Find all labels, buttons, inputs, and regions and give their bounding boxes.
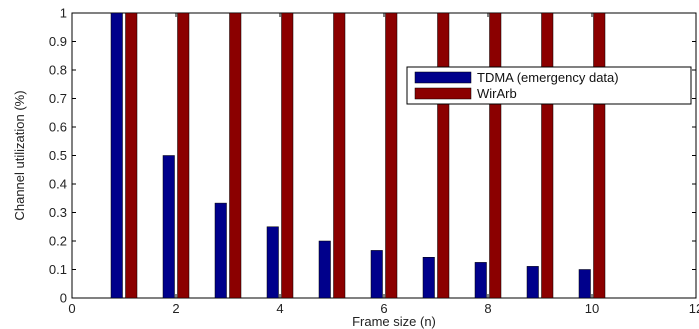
bar-tdma-9 bbox=[526, 266, 539, 299]
bar-wirarb-1 bbox=[125, 12, 138, 299]
bar-tdma-10 bbox=[578, 269, 591, 299]
x-tick-label: 2 bbox=[172, 301, 179, 316]
plot-area bbox=[71, 12, 697, 299]
bar-wirarb-5 bbox=[333, 12, 346, 299]
y-tick-label: 0.7 bbox=[49, 91, 67, 106]
bar-tdma-7 bbox=[422, 257, 435, 299]
y-tick-label: 0.2 bbox=[49, 234, 67, 249]
y-tick-label: 0.8 bbox=[49, 63, 67, 78]
y-tick-label: 0.9 bbox=[49, 34, 67, 49]
bar-tdma-1 bbox=[110, 12, 123, 299]
x-tick-label: 10 bbox=[585, 301, 599, 316]
bar-tdma-6 bbox=[370, 250, 383, 299]
bar-tdma-5 bbox=[318, 240, 331, 299]
y-axis-label: Channel utilization (%) bbox=[12, 90, 27, 220]
y-tick-label: 0.3 bbox=[49, 205, 67, 220]
y-tick-label: 1 bbox=[60, 6, 67, 21]
y-axis-ticks: 0 0.1 0.2 0.3 0.4 0.5 0.6 0.7 0.8 0.9 1 bbox=[49, 6, 696, 306]
bar-tdma-2 bbox=[162, 155, 175, 299]
y-tick-label: 0.4 bbox=[49, 177, 67, 192]
bar-wirarb-9 bbox=[541, 12, 554, 299]
y-tick-label: 0.5 bbox=[49, 148, 67, 163]
bar-wirarb-8 bbox=[489, 12, 502, 299]
x-tick-label: 8 bbox=[484, 301, 491, 316]
bar-wirarb-7 bbox=[437, 12, 450, 299]
x-tick-label: 12 bbox=[689, 301, 699, 316]
legend-label-tdma: TDMA (emergency data) bbox=[477, 70, 619, 85]
bar-tdma-3 bbox=[214, 202, 227, 299]
x-axis-ticks: 0 2 4 6 8 10 12 bbox=[68, 13, 699, 316]
legend-swatch-tdma bbox=[414, 71, 472, 84]
bar-tdma-4 bbox=[266, 226, 279, 299]
legend: TDMA (emergency data) WirArb bbox=[406, 66, 692, 105]
bar-wirarb-3 bbox=[229, 12, 242, 299]
x-tick-label: 4 bbox=[276, 301, 283, 316]
bar-wirarb-2 bbox=[177, 12, 190, 299]
bar-wirarb-10 bbox=[593, 12, 606, 299]
x-tick-label: 6 bbox=[380, 301, 387, 316]
legend-label-wirarb: WirArb bbox=[477, 86, 517, 101]
bar-wirarb-6 bbox=[385, 12, 398, 299]
y-tick-label: 0.6 bbox=[49, 120, 67, 135]
y-tick-label: 0.1 bbox=[49, 262, 67, 277]
x-axis-label: Frame size (n) bbox=[352, 314, 436, 329]
x-tick-label: 0 bbox=[68, 301, 75, 316]
bars-group bbox=[110, 12, 606, 299]
bar-wirarb-4 bbox=[281, 12, 294, 299]
axes-frame bbox=[71, 12, 697, 299]
legend-swatch-wirarb bbox=[414, 87, 472, 100]
bar-tdma-8 bbox=[474, 262, 487, 299]
y-tick-label: 0 bbox=[60, 291, 67, 306]
